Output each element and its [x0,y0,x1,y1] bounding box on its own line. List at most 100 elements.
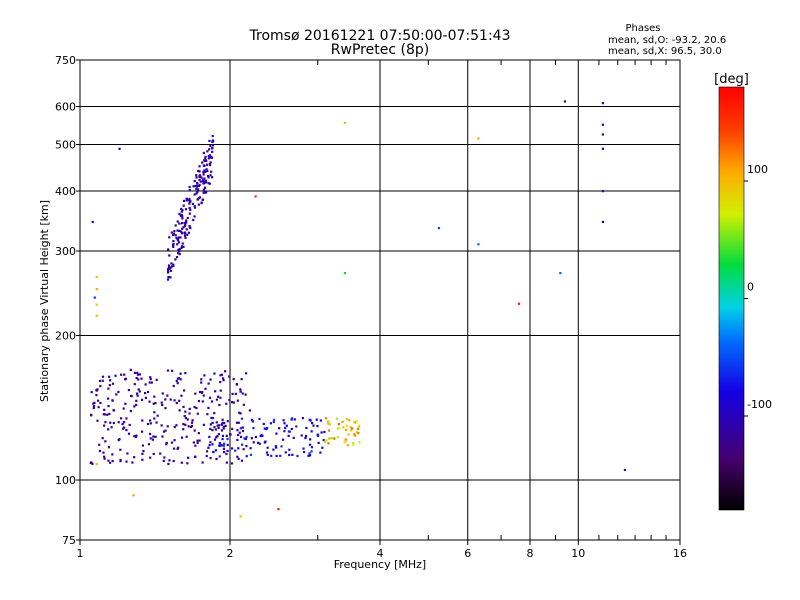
data-point [175,236,178,240]
data-point [288,453,291,457]
data-point [226,420,229,423]
data-point [192,441,195,444]
data-point [184,423,187,426]
data-point [317,441,320,445]
data-point [149,437,152,440]
y-tick-label: 400 [55,185,76,198]
data-point [239,515,242,518]
data-point [240,417,244,420]
data-point [186,462,189,465]
data-point [254,195,257,198]
data-point [197,399,201,403]
data-point [197,188,200,191]
y-tick-label: 75 [62,534,76,547]
data-point [282,419,285,422]
data-point [344,428,348,432]
data-point [345,418,348,421]
data-point [136,371,139,374]
data-point [103,408,106,411]
data-point [265,427,268,431]
data-point [211,134,214,138]
data-point [180,213,183,217]
data-point [239,435,243,439]
data-point [601,133,605,136]
data-point [165,443,168,446]
y-tick-label: 100 [55,474,76,487]
data-point [198,175,201,179]
data-point [201,400,204,403]
data-point [191,419,194,422]
data-point [146,390,150,394]
data-point [237,433,240,437]
data-point [108,412,111,416]
data-point [141,452,144,455]
data-point [95,393,98,397]
data-point [237,421,240,424]
data-point [284,451,287,454]
data-point [207,155,210,158]
data-point [346,444,349,447]
data-point [184,371,187,375]
data-point [167,268,170,271]
y-tick-label: 300 [55,245,76,258]
data-point [309,419,312,422]
data-point [99,385,102,388]
data-point [208,139,211,143]
data-point [209,144,212,148]
data-point [181,242,184,245]
data-point [258,417,261,421]
data-point [183,234,187,237]
phases-heading: Phases [625,23,660,34]
data-point [125,417,128,420]
data-point [197,184,201,188]
data-point [175,401,178,405]
data-point [93,401,96,404]
data-point [355,420,358,423]
data-point [284,426,287,430]
data-point [203,374,206,377]
data-point [195,176,198,179]
data-point [174,234,177,237]
data-point [106,397,110,400]
data-point [240,459,244,462]
data-point [103,455,106,458]
data-point [358,441,361,444]
data-point [218,444,221,447]
data-point [266,426,269,430]
data-point [171,369,174,372]
data-point [112,409,115,412]
data-point [114,374,117,377]
data-point [194,444,197,447]
y-axis-label: Stationary phase Virtual Height [km] [38,200,51,402]
data-point [138,390,141,393]
data-point [178,399,181,402]
data-point [211,150,214,153]
data-point [195,174,198,177]
data-point [106,413,109,416]
data-point [172,263,175,266]
data-point [202,173,205,176]
data-point [130,394,133,398]
data-point [288,430,291,433]
data-point [205,163,209,166]
data-point [160,424,163,427]
data-point [125,428,128,432]
data-point [109,461,112,464]
data-point [316,433,319,436]
data-point [288,448,291,451]
data-point [205,450,209,453]
data-point [149,422,152,425]
data-point [337,427,341,430]
data-point [261,434,264,438]
data-point [211,144,215,147]
data-point [236,455,239,458]
data-point [245,444,248,448]
data-point [152,452,155,456]
data-point [241,392,244,395]
data-point [601,123,605,126]
data-point [195,184,198,187]
data-point [219,380,222,384]
data-point [208,435,211,439]
data-point [198,196,202,199]
data-point [197,203,200,206]
